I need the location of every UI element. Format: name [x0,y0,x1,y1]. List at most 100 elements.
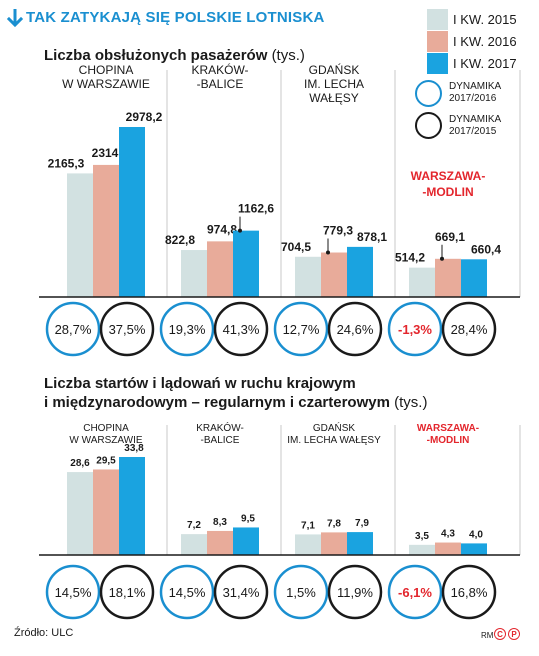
c1-dynamika-2017-2016-value: 19,3% [169,322,206,337]
c2-value-label: 28,6 [70,458,90,469]
legend-swatch-2016 [427,31,448,52]
c2-dynamika-2017-2016-circle [273,564,329,620]
c1-dynamika-2017-2015-circle [99,301,155,357]
c2-value-label: 7,1 [301,520,315,531]
c2-bar [119,457,145,555]
c2-dynamika-2017-2015-value: 11,9% [337,585,373,600]
c2-bar [93,469,119,555]
c2-value-label: 9,5 [241,513,255,524]
c2-value-label: 29,5 [96,455,116,466]
c1-category-label: WAŁĘSY [309,91,359,105]
c1-dynamika-2017-2015-circle [441,301,497,357]
c1-value-label: 704,5 [281,240,311,254]
c2-bar [67,472,93,555]
c2-bar [233,527,259,555]
c1-dynamika-2017-2015-value: 28,4% [451,322,488,337]
c1-value-label: 779,3 [323,224,353,238]
c2-value-label: 4,3 [441,529,455,540]
down-arrow-icon [6,9,24,28]
c2-value-label: 7,9 [355,518,369,529]
c2-category-label: WARSZAWA- [417,423,479,434]
c1-bar [207,241,233,297]
c2-category-label: -MODLIN [427,435,470,446]
c1-bar [181,250,207,297]
legend-circle-dynamika-2017-2015 [415,112,442,139]
c1-bar [435,258,461,297]
c1-leader-dot [440,256,444,261]
credit-initials: RM [481,631,494,640]
legend-label-2017: I KW. 2017 [453,56,517,71]
c1-category-label: W WARSZAWIE [62,77,150,91]
c2-bar [461,543,487,555]
c1-leader-dot [238,228,242,233]
c1-category-label: WARSZAWA- [411,169,486,183]
c1-value-label: 660,4 [471,242,501,256]
c2-value-label: 4,0 [469,529,483,540]
c1-value-label: 2978,2 [126,110,163,124]
c1-dynamika-2017-2015-value: 37,5% [109,322,146,337]
c1-category-label: -BALICE [197,77,244,91]
c1-dynamika-2017-2016-value: -1,3% [398,322,432,337]
c1-bar [409,267,435,297]
c1-value-label: 669,1 [435,230,465,244]
c1-value-label: 974,8 [207,222,237,236]
c2-value-label: 3,5 [415,531,429,542]
c1-dynamika-2017-2016-value: 12,7% [283,322,320,337]
source-note: Źródło: ULC [14,627,74,639]
c1-value-label: 878,1 [357,230,387,244]
c1-value-label: 1162,6 [238,202,274,216]
c1-bar [295,256,321,297]
c2-dynamika-2017-2016-circle [159,564,215,620]
c2-dynamika-2017-2015-circle [99,564,155,620]
legend-text-dynamika-2017-2015: DYNAMIKA 2017/2015 [449,114,502,137]
c2-dynamika-2017-2015-value: 31,4% [223,585,260,600]
c1-dynamika-2017-2016-circle [45,301,101,357]
c2-bar [321,532,347,555]
c2-dynamika-2017-2016-circle [387,564,443,620]
c1-bar [461,259,487,297]
c2-category-label: W WARSZAWIE [69,435,142,446]
c1-dynamika-2017-2016-circle [273,301,329,357]
cp-logo-p: P [508,628,520,640]
chart2-title: Liczba startów i lądowań w ruchu krajowy… [44,375,428,411]
c1-bar [233,230,259,297]
c2-value-label: 33,8 [124,443,144,454]
c2-value-label: 7,2 [187,520,201,531]
c2-category-label: KRAKÓW- [196,421,244,434]
c1-bar [321,252,347,297]
legend-label-2015: I KW. 2015 [453,12,517,27]
c2-dynamika-2017-2016-value: 14,5% [55,585,92,600]
c1-category-label: GDAŃSK [309,62,360,77]
c1-dynamika-2017-2015-value: 24,6% [337,322,374,337]
c2-category-label: GDAŃSK [313,421,356,434]
c1-leader-dot [326,250,330,255]
c2-bar [435,542,461,555]
c2-category-label: IM. LECHA WAŁĘSY [287,435,381,446]
c1-dynamika-2017-2015-circle [327,301,383,357]
page-title: TAK ZATYKAJĄ SIĘ POLSKIE LOTNISKA [26,9,325,26]
c2-dynamika-2017-2016-value: -6,1% [398,585,432,600]
legend-swatch-2015 [427,9,448,30]
c2-category-label: CHOPINA [83,423,129,434]
c1-dynamika-2017-2016-circle [387,301,443,357]
c1-value-label: 514,2 [395,251,425,265]
c1-category-label: KRAKÓW- [191,62,248,77]
c1-dynamika-2017-2015-circle [213,301,269,357]
c2-dynamika-2017-2016-circle [45,564,101,620]
c2-dynamika-2017-2015-circle [441,564,497,620]
c2-dynamika-2017-2015-circle [327,564,383,620]
c1-dynamika-2017-2016-circle [159,301,215,357]
legend-label-2016: I KW. 2016 [453,34,517,49]
c2-dynamika-2017-2015-circle [213,564,269,620]
legend-swatch-2017 [427,53,448,74]
c2-value-label: 7,8 [327,518,341,529]
cp-logo: CPC [494,628,506,640]
c1-value-label: 2165,3 [48,156,85,170]
c1-value-label: 822,8 [165,233,195,247]
c1-bar [119,127,145,297]
legend-text-dynamika-2017-2016: DYNAMIKA 2017/2016 [449,81,502,104]
c1-dynamika-2017-2016-value: 28,7% [55,322,92,337]
c2-bar [207,530,233,555]
c1-bar [93,164,119,297]
